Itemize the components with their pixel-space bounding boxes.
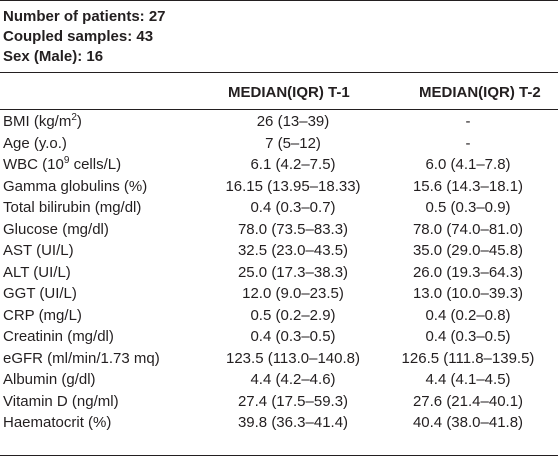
row-label: GGT (UI/L)	[0, 283, 208, 305]
table-row: GGT (UI/L) 12.0 (9.0–23.5) 13.0 (10.0–39.3…	[0, 283, 558, 305]
row-label: BMI (kg/m2)	[0, 111, 208, 133]
value-t1: 12.0 (9.0–23.5)	[242, 285, 344, 302]
row-label-superscript: 9	[63, 155, 70, 166]
row-label-text: eGFR (ml/min/1.73 mq)	[3, 349, 160, 367]
value-t1: 16.15 (13.95–18.33)	[225, 177, 361, 195]
row-label-text: Total bilirubin (mg/dl)	[3, 199, 142, 216]
patients-count: Number of patients: 27	[3, 8, 166, 25]
value-t1: 0.5 (0.2–2.9)	[250, 306, 336, 324]
row-label-text: Age (y.o.)	[3, 134, 67, 152]
table-row: Creatinin (mg/dl) 0.4 (0.3–0.5) 0.4 (0.3–0…	[0, 326, 558, 348]
value-t2: 35.0 (29.0–45.8)	[412, 242, 524, 259]
value-t1: 27.4 (17.5–59.3)	[237, 392, 349, 410]
value-t2: -	[465, 134, 471, 152]
table-row: AST (UI/L) 32.5 (23.0–43.5) 35.0 (29.0–45.…	[0, 240, 558, 262]
value-t1: 78.0 (73.5–83.3)	[237, 220, 349, 238]
table-row: Vitamin D (ng/ml) 27.4 (17.5–59.3) 27.6 (2…	[0, 391, 558, 413]
row-label-text: Albumin (g/dl)	[3, 371, 96, 388]
table-row: CRP (mg/L) 0.5 (0.2–2.9) 0.4 (0.2–0.8)	[0, 305, 558, 327]
value-t2: 4.4 (4.1–4.5)	[425, 371, 511, 388]
table-row: Haematocrit (%) 39.8 (36.3–41.4) 40.4 (38.…	[0, 412, 558, 434]
row-label-text: AST (UI/L)	[3, 242, 74, 259]
value-t2: 6.0 (4.1–7.8)	[425, 156, 511, 173]
table-row: Total bilirubin (mg/dl) 0.4 (0.3–0.7) 0.5 …	[0, 197, 558, 219]
value-t2: 0.4 (0.3–0.5)	[425, 328, 511, 345]
value-t2: 27.6 (21.4–40.1)	[412, 392, 524, 410]
value-t2: 126.5 (111.8–139.5)	[401, 349, 535, 367]
value-t2: 40.4 (38.0–41.8)	[412, 414, 524, 431]
data-table: BMI (kg/m2) 26 (13–39) - Age (y.o.) 7 (5–12)…	[0, 111, 558, 434]
value-t1: 26 (13–39)	[256, 113, 330, 130]
row-label: Albumin (g/dl)	[0, 369, 208, 391]
value-t2: 0.4 (0.2–0.8)	[425, 306, 511, 324]
row-label: WBC (109 cells/L)	[0, 154, 208, 176]
value-t2: 78.0 (74.0–81.0)	[412, 220, 524, 238]
value-t1: 0.4 (0.3–0.7)	[250, 199, 336, 216]
header-rule	[0, 109, 558, 110]
sex-count: Sex (Male): 16	[3, 48, 104, 65]
row-label-text: ALT (UI/L)	[3, 263, 71, 281]
row-label-superscript: 2	[71, 112, 77, 123]
value-t1: 25.0 (17.3–38.3)	[237, 263, 349, 281]
row-label: AST (UI/L)	[0, 240, 208, 262]
row-label: Age (y.o.)	[0, 133, 208, 155]
value-t1: 0.4 (0.3–0.5)	[250, 328, 336, 345]
row-label: ALT (UI/L)	[0, 262, 208, 284]
table-row: Albumin (g/dl) 4.4 (4.2–4.6) 4.4 (4.1–4.5)	[0, 369, 558, 391]
value-t1: 123.5 (113.0–140.8)	[226, 349, 360, 367]
value-t2: 0.5 (0.3–0.9)	[425, 199, 511, 216]
value-t1: 39.8 (36.3–41.4)	[237, 414, 349, 431]
column-header-t1: MEDIAN(IQR) T-1	[228, 84, 350, 101]
value-t2: 15.6 (14.3–18.1)	[412, 177, 524, 195]
row-label-suffix: cells/L)	[69, 156, 122, 173]
table-row: Age (y.o.) 7 (5–12) -	[0, 133, 558, 155]
row-label: Gamma globulins (%)	[0, 176, 208, 198]
table-row: ALT (UI/L) 25.0 (17.3–38.3) 26.0 (19.3–64.…	[0, 262, 558, 284]
table-row: Gamma globulins (%) 16.15 (13.95–18.33) 15…	[0, 176, 558, 198]
row-label-text: Glucose (mg/dl)	[3, 220, 109, 238]
value-t1: 4.4 (4.2–4.6)	[250, 371, 336, 388]
row-label-text: Haematocrit (%)	[3, 414, 112, 431]
row-label: CRP (mg/L)	[0, 305, 208, 327]
row-label: Haematocrit (%)	[0, 412, 208, 434]
top-rule	[0, 0, 558, 1]
row-label-text: WBC (10	[3, 156, 64, 173]
row-label: eGFR (ml/min/1.73 mq)	[0, 348, 208, 370]
value-t1: 7 (5–12)	[265, 134, 321, 152]
table-row: BMI (kg/m2) 26 (13–39) -	[0, 111, 558, 133]
samples-count: Coupled samples: 43	[3, 28, 154, 45]
row-label: Creatinin (mg/dl)	[0, 326, 208, 348]
summary-rule	[0, 72, 558, 73]
table-row: WBC (109 cells/L) 6.1 (4.2–7.5) 6.0 (4.1–7…	[0, 154, 558, 176]
value-t2: 26.0 (19.3–64.3)	[412, 263, 524, 281]
value-t2: -	[465, 113, 471, 130]
row-label: Vitamin D (ng/ml)	[0, 391, 208, 413]
row-label-text: Creatinin (mg/dl)	[3, 328, 114, 345]
row-label-suffix: )	[76, 113, 82, 130]
table-body: BMI (kg/m2) 26 (13–39) - Age (y.o.) 7 (5–12)…	[0, 111, 558, 434]
row-label-text: Vitamin D (ng/ml)	[3, 392, 119, 410]
row-label-text: BMI (kg/m	[3, 113, 72, 130]
row-label: Total bilirubin (mg/dl)	[0, 197, 208, 219]
table-row: eGFR (ml/min/1.73 mq) 123.5 (113.0–140.8)…	[0, 348, 558, 370]
row-label-text: CRP (mg/L)	[3, 306, 82, 324]
value-t1: 6.1 (4.2–7.5)	[250, 156, 336, 173]
column-header-t2: MEDIAN(IQR) T-2	[419, 84, 541, 101]
value-t1: 32.5 (23.0–43.5)	[237, 242, 349, 259]
row-label-text: GGT (UI/L)	[3, 285, 77, 302]
row-label-text: Gamma globulins (%)	[3, 177, 148, 195]
value-t2: 13.0 (10.0–39.3)	[412, 285, 524, 302]
row-label: Glucose (mg/dl)	[0, 219, 208, 241]
table-row: Glucose (mg/dl) 78.0 (73.5–83.3) 78.0 (74.…	[0, 219, 558, 241]
